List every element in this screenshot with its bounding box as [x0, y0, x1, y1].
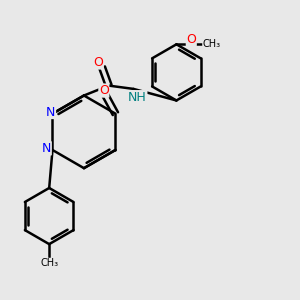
Text: O: O: [93, 56, 103, 69]
Text: CH₃: CH₃: [203, 39, 221, 49]
Text: N: N: [42, 142, 51, 155]
Text: N: N: [46, 106, 56, 118]
Text: O: O: [99, 84, 109, 97]
Text: NH: NH: [128, 91, 147, 104]
Text: O: O: [186, 32, 196, 46]
Text: CH₃: CH₃: [40, 258, 58, 268]
